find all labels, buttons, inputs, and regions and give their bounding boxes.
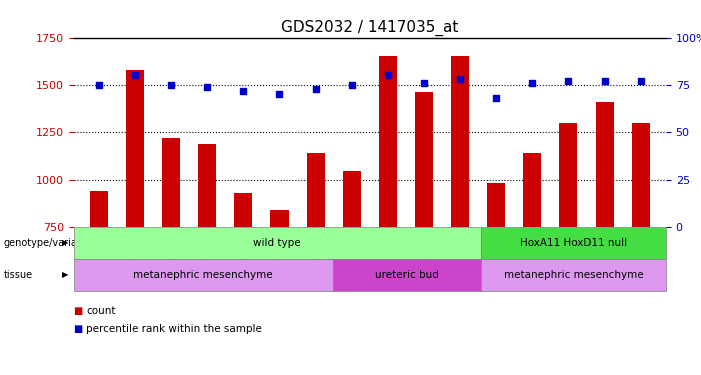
Point xyxy=(635,78,646,84)
Bar xyxy=(234,193,252,227)
Bar xyxy=(523,153,541,227)
Bar xyxy=(126,70,144,227)
Text: count: count xyxy=(86,306,116,316)
Bar xyxy=(451,57,469,227)
Bar xyxy=(632,123,650,227)
Title: GDS2032 / 1417035_at: GDS2032 / 1417035_at xyxy=(281,20,458,36)
Text: ▶: ▶ xyxy=(62,238,69,248)
Text: tissue: tissue xyxy=(4,270,33,280)
Point xyxy=(202,84,213,90)
Text: HoxA11 HoxD11 null: HoxA11 HoxD11 null xyxy=(520,238,627,248)
Point xyxy=(526,80,538,86)
Point xyxy=(454,76,465,82)
Text: metanephric mesenchyme: metanephric mesenchyme xyxy=(133,270,273,280)
Bar xyxy=(162,138,180,227)
Text: ureteric bud: ureteric bud xyxy=(375,270,439,280)
Text: percentile rank within the sample: percentile rank within the sample xyxy=(86,324,262,334)
Point xyxy=(563,78,574,84)
Bar xyxy=(343,171,361,227)
Point xyxy=(274,92,285,98)
Text: ■: ■ xyxy=(74,306,83,316)
Point xyxy=(418,80,430,86)
Bar xyxy=(379,57,397,227)
Point xyxy=(238,87,249,93)
Bar xyxy=(271,210,289,227)
Bar xyxy=(415,92,433,227)
Text: ■: ■ xyxy=(74,324,83,334)
Text: ▶: ▶ xyxy=(62,270,69,279)
Text: wild type: wild type xyxy=(253,238,301,248)
Bar xyxy=(90,191,108,227)
Bar xyxy=(559,123,578,227)
Bar xyxy=(596,102,613,227)
Point xyxy=(93,82,104,88)
Point xyxy=(130,72,141,78)
Text: genotype/variation: genotype/variation xyxy=(4,238,96,248)
Point xyxy=(165,82,177,88)
Point xyxy=(382,72,393,78)
Point xyxy=(310,86,321,92)
Point xyxy=(491,95,502,101)
Bar xyxy=(198,144,217,227)
Point xyxy=(346,82,358,88)
Text: metanephric mesenchyme: metanephric mesenchyme xyxy=(503,270,644,280)
Bar xyxy=(487,183,505,227)
Bar xyxy=(306,153,325,227)
Point xyxy=(599,78,610,84)
